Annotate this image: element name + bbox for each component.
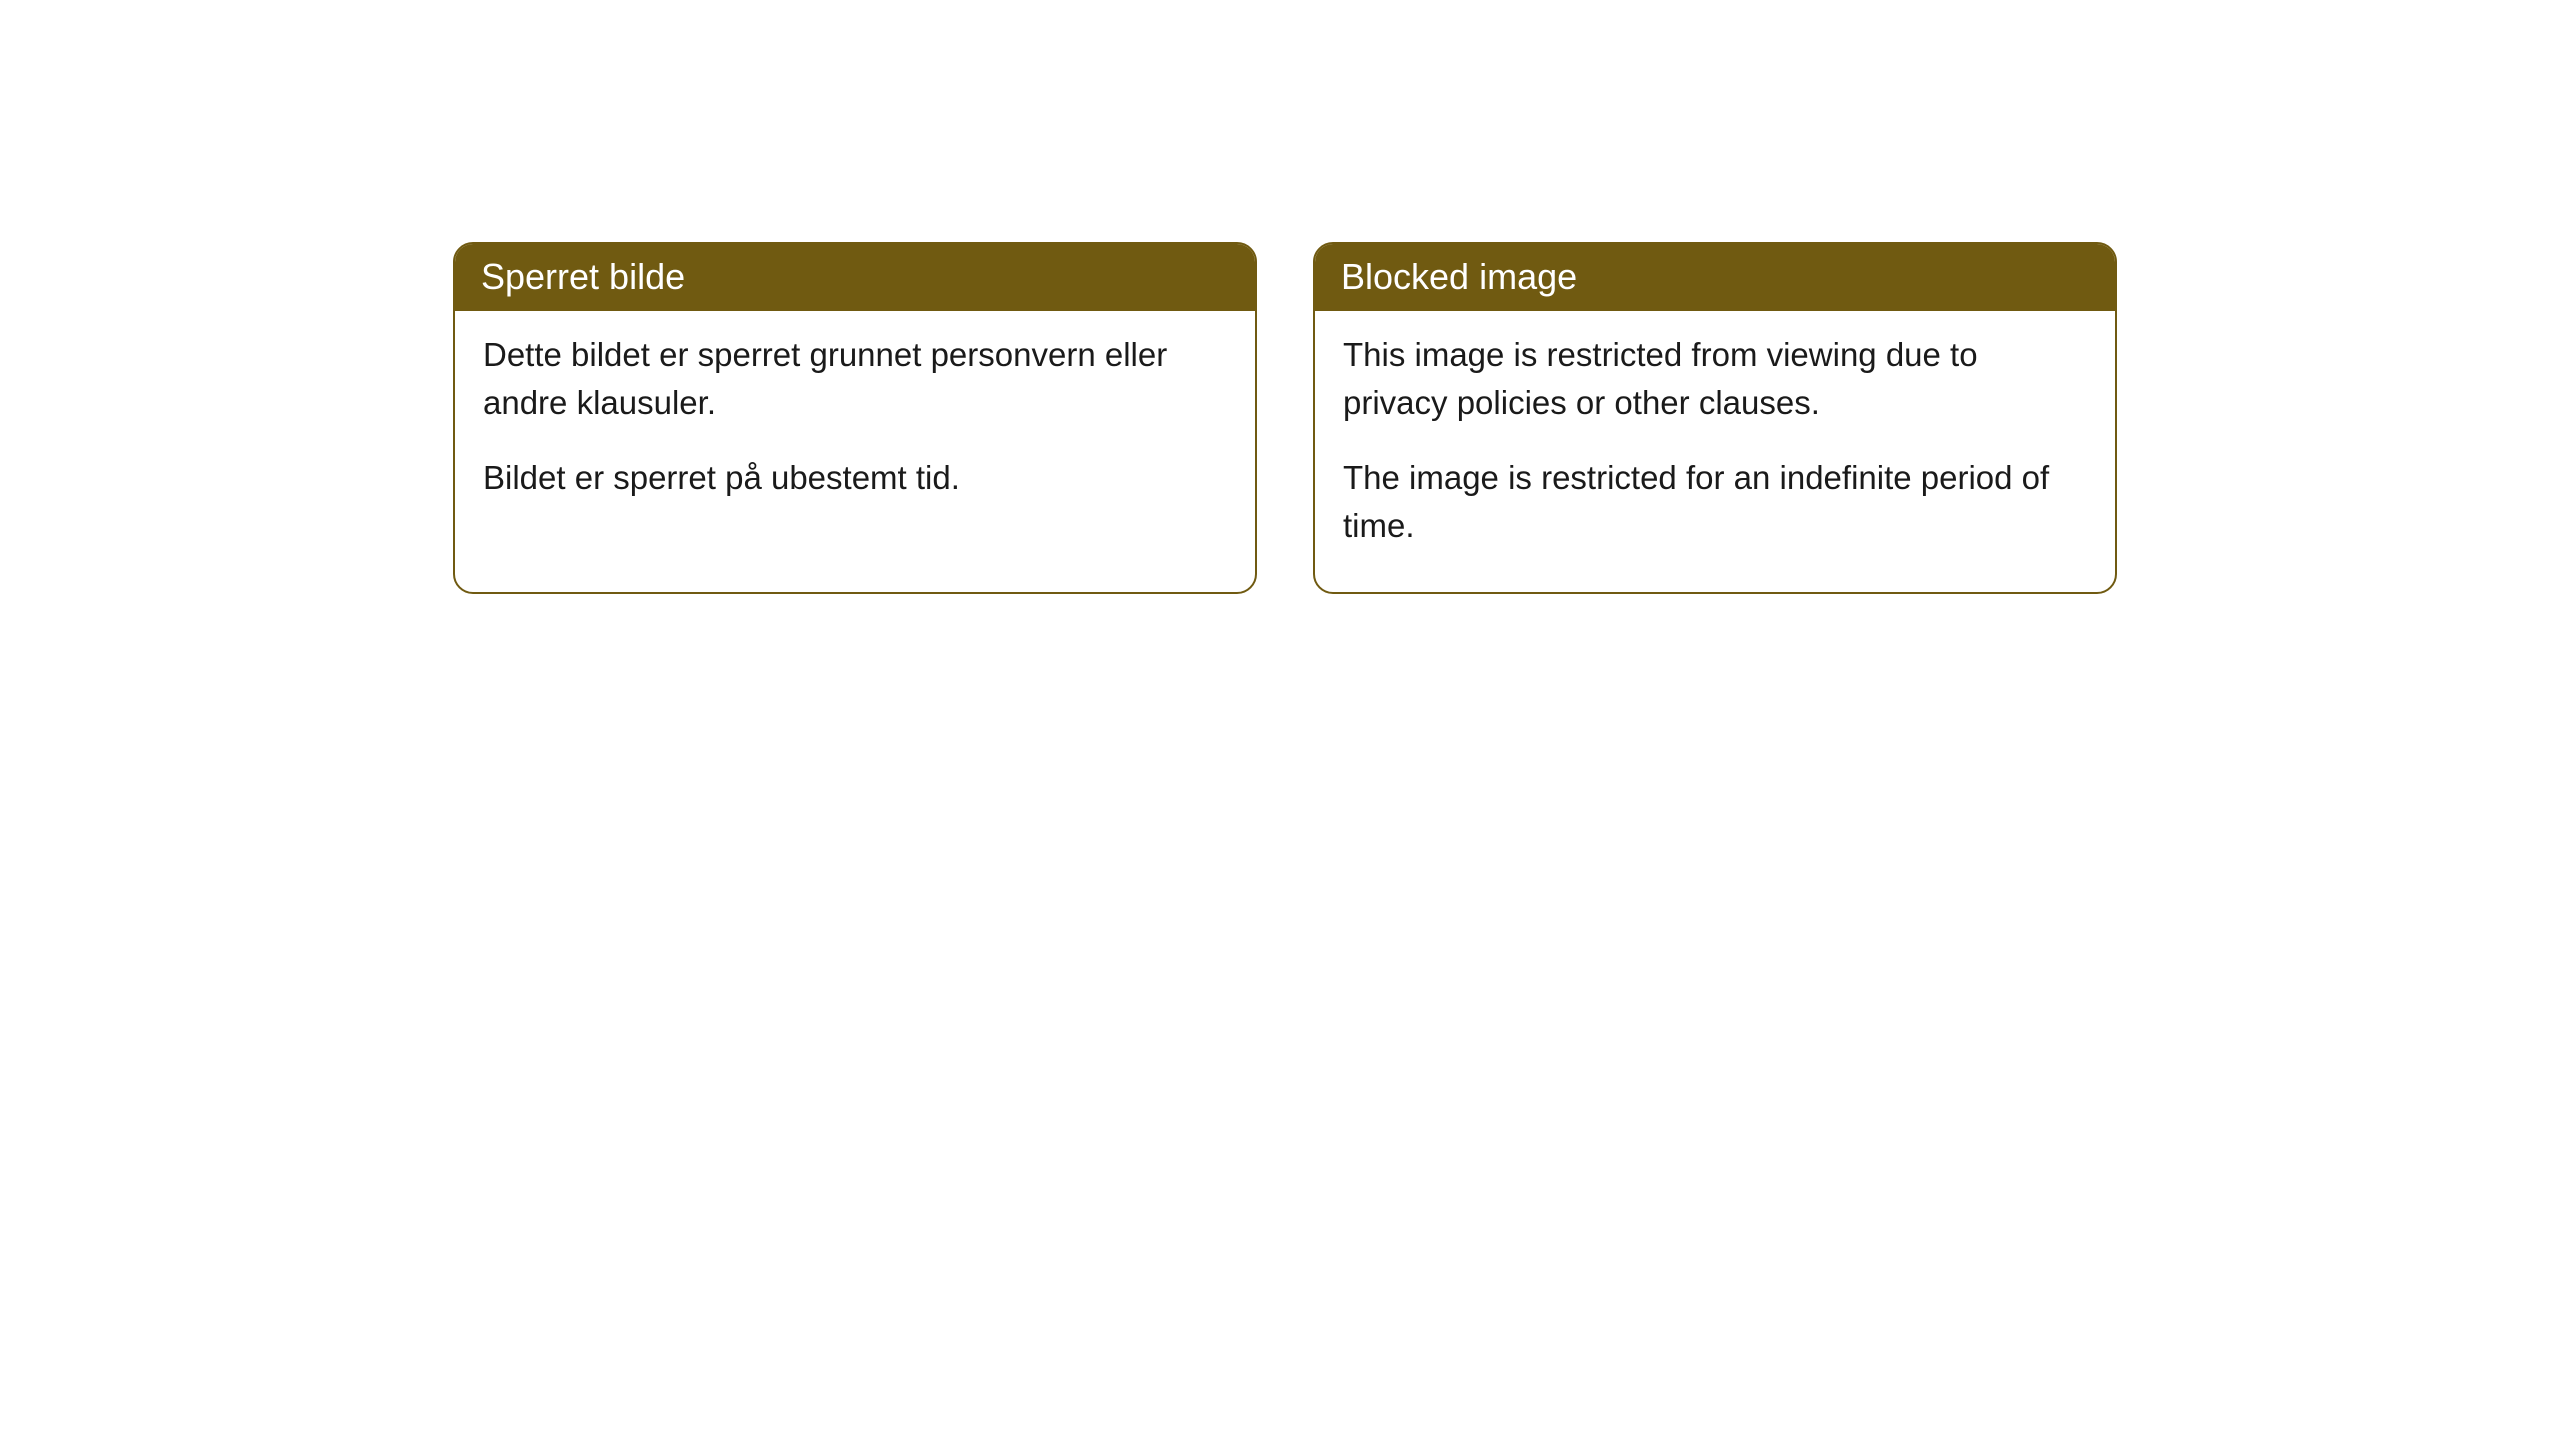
notice-header: Blocked image <box>1315 244 2115 311</box>
notice-header: Sperret bilde <box>455 244 1255 311</box>
notice-paragraph: Dette bildet er sperret grunnet personve… <box>483 331 1227 427</box>
notice-container: Sperret bilde Dette bildet er sperret gr… <box>453 242 2117 594</box>
notice-paragraph: This image is restricted from viewing du… <box>1343 331 2087 427</box>
notice-card-english: Blocked image This image is restricted f… <box>1313 242 2117 594</box>
notice-body: This image is restricted from viewing du… <box>1315 311 2115 592</box>
notice-paragraph: Bildet er sperret på ubestemt tid. <box>483 454 1227 502</box>
notice-card-norwegian: Sperret bilde Dette bildet er sperret gr… <box>453 242 1257 594</box>
notice-paragraph: The image is restricted for an indefinit… <box>1343 454 2087 550</box>
notice-body: Dette bildet er sperret grunnet personve… <box>455 311 1255 545</box>
